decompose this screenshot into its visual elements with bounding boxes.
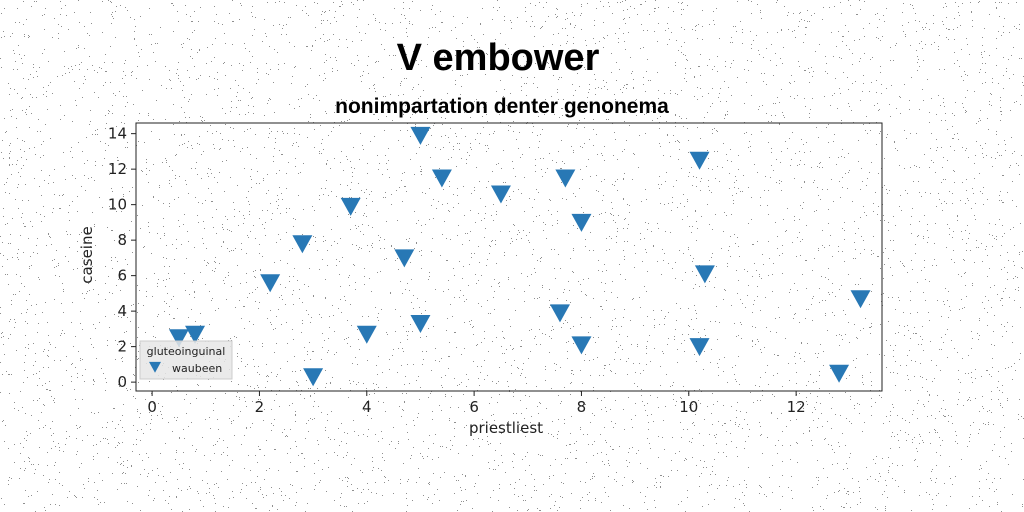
- x-tick-label: 2: [255, 398, 265, 416]
- x-tick-label: 10: [679, 398, 698, 416]
- legend-series-label: waubeen: [172, 362, 222, 375]
- chart-title: V embower: [397, 37, 600, 79]
- data-point-marker: [185, 325, 206, 344]
- x-axis-label: priestliest: [469, 419, 543, 437]
- data-point-marker: [555, 169, 576, 188]
- x-tick-label: 0: [147, 398, 157, 416]
- y-tick-label: 0: [117, 373, 127, 391]
- legend-marker-icon: [149, 361, 161, 373]
- data-point-marker: [431, 169, 452, 188]
- data-point-marker: [694, 265, 715, 284]
- y-tick-label: 12: [108, 160, 127, 178]
- x-tick-label: 12: [787, 398, 806, 416]
- data-point-marker: [689, 151, 710, 170]
- x-tick-label: 8: [577, 398, 587, 416]
- legend-title: gluteoinguinal: [147, 345, 226, 358]
- x-axis: 0 2 4 6 8 10 12: [147, 391, 806, 416]
- data-point-marker: [303, 368, 324, 387]
- y-tick-label: 4: [117, 302, 127, 320]
- chart-subtitle: nonimpartation denter genonema: [335, 95, 669, 118]
- y-tick-label: 2: [117, 338, 127, 356]
- y-tick-label: 10: [108, 196, 127, 214]
- x-tick-label: 4: [362, 398, 372, 416]
- y-tick-label: 14: [108, 125, 127, 143]
- data-point-marker: [356, 325, 377, 344]
- data-points: [168, 126, 871, 387]
- legend-box: [139, 340, 233, 380]
- x-tick-label: 6: [469, 398, 479, 416]
- data-point-marker: [410, 126, 431, 145]
- data-point-marker: [394, 249, 415, 268]
- data-point-marker: [260, 274, 281, 293]
- data-point-marker: [829, 364, 850, 383]
- plot-area: 0 2 4 6 8 10 12 0 2 4 6 8 10 12 14: [108, 122, 883, 416]
- data-point-marker: [571, 213, 592, 232]
- data-point-marker: [850, 290, 871, 309]
- y-axis-label: caseine: [78, 226, 96, 283]
- data-point-marker: [571, 336, 592, 355]
- data-point-marker: [168, 329, 189, 348]
- data-point-marker: [689, 338, 710, 357]
- data-point-marker: [410, 315, 431, 334]
- data-point-marker: [340, 197, 361, 216]
- plot-frame: [135, 122, 883, 392]
- data-point-marker: [549, 304, 570, 323]
- data-point-marker: [292, 235, 313, 254]
- y-tick-label: 8: [117, 231, 127, 249]
- y-tick-label: 6: [117, 267, 127, 285]
- data-point-marker: [490, 185, 511, 204]
- y-axis: 0 2 4 6 8 10 12 14: [108, 125, 136, 391]
- legend: gluteoinguinal waubeen: [139, 340, 233, 380]
